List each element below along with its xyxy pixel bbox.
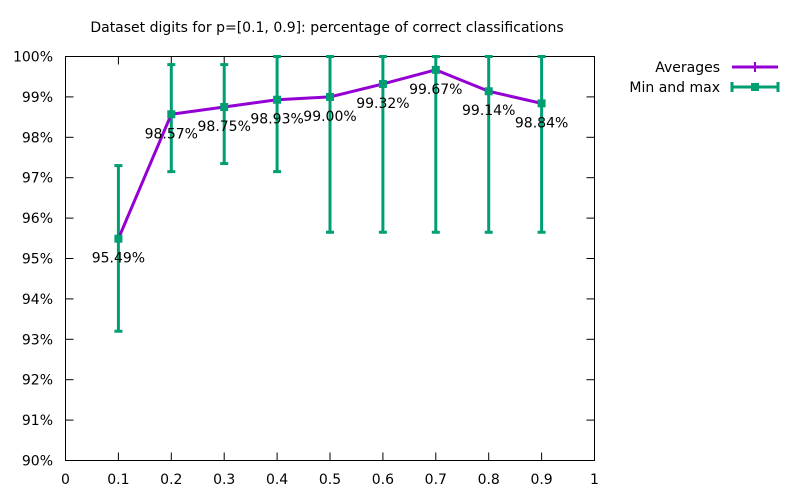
legend-label-averages: Averages	[655, 60, 720, 76]
legend-label-min-max: Min and max	[629, 80, 720, 96]
data-label: 98.57%	[145, 126, 198, 142]
data-point	[114, 234, 123, 243]
data-label: 99.14%	[462, 103, 515, 119]
data-point	[167, 110, 176, 119]
data-point	[484, 87, 493, 96]
data-label: 99.32%	[356, 96, 409, 112]
data-label: 95.49%	[92, 251, 145, 267]
x-tick-label: 0.8	[478, 472, 500, 488]
x-tick-label: 0.2	[160, 472, 182, 488]
x-tick-label: 0	[61, 472, 70, 488]
y-tick-label: 92%	[22, 373, 53, 389]
y-tick-label: 93%	[22, 332, 53, 348]
x-tick-label: 0.9	[530, 472, 552, 488]
y-tick-label: 97%	[22, 171, 53, 187]
data-point	[431, 65, 440, 74]
data-point	[326, 92, 334, 101]
data-labels: 95.49% 98.57% 98.75% 98.93% 99.00%99.32%99.6…	[92, 82, 569, 267]
x-tick-label: 1	[590, 472, 599, 488]
legend-sample-min-max-marker	[751, 83, 759, 91]
data-label: 98.84%	[515, 115, 568, 131]
x-tick-label: 0.4	[266, 472, 288, 488]
x-tick-label: 0.1	[107, 472, 129, 488]
x-tick-label: 0.6	[372, 472, 394, 488]
y-tick-label: 98%	[22, 130, 53, 146]
data-point	[537, 99, 546, 108]
x-tick-label: 0.5	[319, 472, 341, 488]
y-tick-label: 96%	[22, 211, 53, 227]
y-tick-label: 94%	[22, 292, 53, 308]
legend: Averages Min and max	[629, 60, 780, 96]
x-tick-label: 0.7	[425, 472, 447, 488]
data-point	[378, 79, 387, 88]
y-tick-label: 95%	[22, 252, 53, 268]
min-max-series	[114, 55, 546, 333]
data-label: 99.00%	[303, 109, 356, 125]
data-label: 98.93%	[250, 112, 303, 128]
data-point	[220, 103, 229, 111]
data-label: 99.67%	[409, 82, 462, 98]
data-point	[273, 95, 282, 104]
y-axis: 90% 91% 92% 93% 94% 95% 96% 97% 98% 99% 100%	[13, 50, 595, 470]
x-tick-label: 0.3	[213, 472, 235, 488]
y-tick-label: 100%	[13, 50, 53, 66]
data-label: 98.75%	[198, 119, 251, 135]
y-tick-label: 91%	[22, 413, 53, 429]
chart-title: Dataset digits for p=[0.1, 0.9]: percent…	[90, 20, 563, 36]
averages-series	[114, 65, 546, 243]
y-tick-label: 90%	[22, 454, 53, 470]
y-tick-label: 99%	[22, 90, 53, 106]
